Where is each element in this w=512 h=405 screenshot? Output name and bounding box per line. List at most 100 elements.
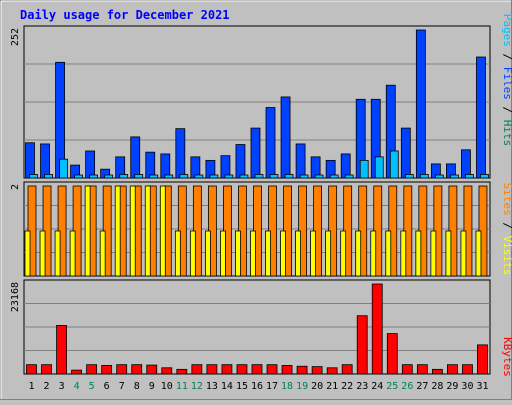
kbytes-legend-kbytes: KBytes [501,337,512,377]
files-bar-day-26 [400,127,411,179]
pages-bar-day-17 [269,174,279,179]
day-label-19: 19 [296,381,308,392]
day-label-11: 11 [176,381,188,392]
visits-bar-day-22 [340,230,347,277]
pages-bar-day-16 [254,174,264,179]
visits-bar-day-17 [265,230,271,277]
day-label-6: 6 [104,381,110,392]
day-label-25: 25 [386,381,398,392]
pages-bar-day-28 [434,174,444,179]
panel-kbytes-ymax-label: 23168 [10,282,21,312]
files-bar-day-15 [235,144,246,179]
kbytes-bar-day-6 [101,365,113,375]
kbytes-bar-day-14 [221,364,233,375]
kbytes-bar-day-3 [56,325,67,375]
day-label-26: 26 [401,381,413,392]
day-label-24: 24 [371,381,383,392]
kbytes-bar-day-10 [161,367,173,375]
day-label-9: 9 [149,381,155,392]
pages-bar-day-29 [450,174,459,179]
kbytes-bar-day-11 [176,368,188,375]
day-label-2: 2 [44,381,50,392]
visits-sites-legend-sites: Sites [501,183,512,216]
visits-bar-day-3 [54,230,61,277]
visits-bar-day-19 [295,230,301,277]
day-label-5: 5 [89,381,95,392]
pages-bar-day-1 [29,174,38,179]
pages-bar-day-24 [374,156,384,179]
kbytes-bar-day-19 [296,365,308,375]
day-label-4: 4 [74,381,80,392]
pages-bar-day-12 [194,174,204,179]
pages-bar-day-21 [329,174,339,179]
visits-bar-day-26 [400,230,407,277]
pages-bar-day-10 [164,174,174,179]
pages-bar-day-18 [284,174,294,179]
pages-bar-day-13 [209,174,219,179]
day-label-3: 3 [59,381,65,392]
pages-bar-day-15 [239,174,249,179]
pages-bar-day-14 [224,174,234,179]
day-label-15: 15 [236,381,248,392]
visits-bar-day-24 [370,230,377,277]
visits-bar-day-27 [415,230,422,277]
visits-bar-day-10 [159,185,166,277]
kbytes-bar-day-1 [26,364,37,375]
files-bar-day-30 [461,149,471,179]
pages-bar-day-30 [465,174,474,179]
pages-bar-day-9 [149,174,159,179]
kbytes-bar-day-2 [41,364,52,375]
hits-files-pages-legend-files: Files [501,67,512,100]
panel-visits-sites-ymax-label: 2 [10,184,21,190]
visits-bar-day-14 [220,230,226,277]
day-label-17: 17 [266,381,278,392]
files-bar-day-22 [340,153,351,179]
kbytes-bar-day-20 [311,366,323,375]
files-bar-day-11 [175,128,186,179]
pages-bar-day-20 [314,174,324,179]
visits-sites-legend-visits: Visits [501,236,512,276]
day-label-27: 27 [416,381,428,392]
day-label-22: 22 [341,381,353,392]
visits-sites-side-legend: Sites / Visits [501,183,512,276]
files-bar-day-9 [145,151,156,179]
visits-bar-day-21 [325,230,332,277]
kbytes-bar-day-30 [462,364,473,375]
kbytes-bar-day-13 [206,364,218,375]
visits-bar-day-9 [144,185,151,277]
day-label-1: 1 [29,381,35,392]
kbytes-bar-day-9 [146,364,158,375]
visits-bar-day-5 [84,185,91,277]
day-label-21: 21 [326,381,338,392]
day-label-23: 23 [356,381,368,392]
kbytes-side-legend: KBytes [501,337,512,377]
chart-title: Daily usage for December 2021 [20,8,230,22]
pages-bar-day-31 [480,174,489,179]
visits-bar-day-4 [69,230,76,277]
kbytes-bar-day-31 [477,344,488,375]
pages-bar-day-3 [59,158,68,179]
visits-bar-day-15 [235,230,241,277]
hits-files-pages-side-legend: Pages / Files / Hits [501,14,512,147]
files-bar-day-2 [40,143,50,179]
pages-bar-day-11 [179,174,189,179]
day-label-30: 30 [461,381,473,392]
day-label-14: 14 [221,381,233,392]
pages-bar-day-23 [359,159,369,179]
kbytes-bar-day-27 [416,364,428,375]
kbytes-bar-day-24 [371,283,383,375]
day-label-20: 20 [311,381,323,392]
kbytes-bar-day-5 [86,364,98,375]
files-bar-day-10 [160,153,171,179]
kbytes-bar-day-15 [236,364,248,375]
visits-bar-day-25 [385,230,392,277]
files-bar-day-16 [250,127,261,179]
visits-bar-day-1 [24,230,31,277]
day-label-7: 7 [119,381,125,392]
pages-bar-day-7 [119,174,129,179]
pages-bar-day-8 [134,174,144,179]
files-bar-day-31 [476,56,486,179]
day-label-8: 8 [134,381,140,392]
